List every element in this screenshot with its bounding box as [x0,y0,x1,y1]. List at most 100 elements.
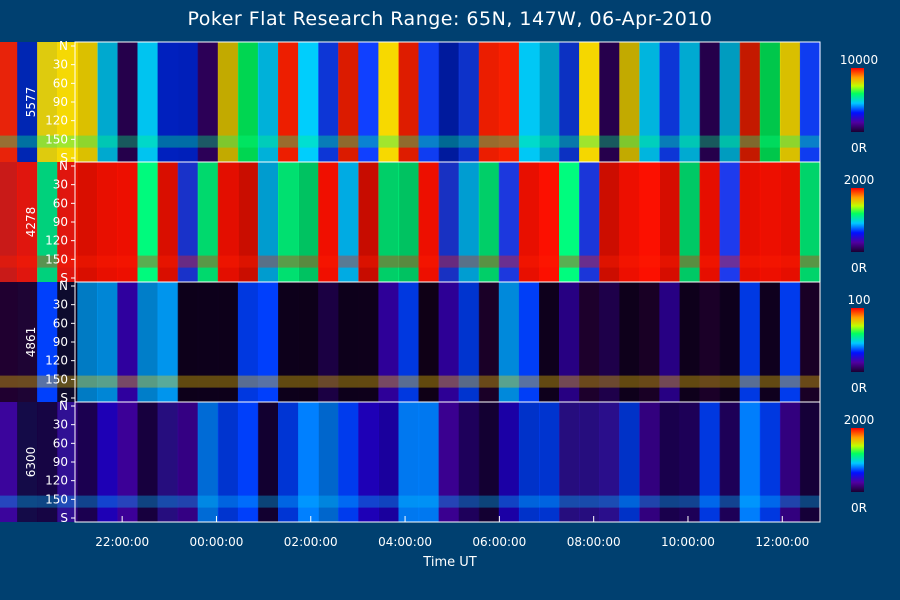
data-stripe [779,162,801,282]
data-stripe [719,162,741,282]
data-stripe [719,42,741,162]
data-stripe [679,402,701,522]
data-band [0,375,820,388]
data-stripe [759,42,781,162]
data-stripe [117,282,139,402]
data-stripe [37,162,58,282]
y-tick-label: N [59,399,68,413]
x-tick-label: 10:00:00 [661,535,715,549]
data-stripe [378,42,400,162]
colorbar [851,68,864,132]
colorbar-max-label: 100 [848,293,871,307]
chart-title: Poker Flat Research Range: 65N, 147W, 06… [187,8,713,30]
data-stripe [378,402,400,522]
data-stripe [398,282,420,402]
data-stripe [318,402,339,522]
data-stripe [378,162,400,282]
data-stripe [0,282,18,402]
data-band [0,255,820,268]
data-stripe [338,42,359,162]
data-stripe [137,162,159,282]
colorbar [851,428,864,492]
data-stripe [358,42,379,162]
data-stripe [498,162,520,282]
y-tick-label: 120 [45,234,68,248]
data-stripe [458,282,480,402]
data-stripe [0,42,18,162]
data-stripe [217,162,239,282]
data-stripe [799,282,821,402]
data-stripe [759,282,781,402]
data-stripe [699,162,721,282]
data-stripe [257,282,279,402]
data-stripe [539,42,560,162]
y-tick-label: 90 [53,95,68,109]
data-stripe [217,402,239,522]
panel-label: 4278 [24,207,38,238]
data-stripe [619,282,640,402]
data-stripe [298,282,319,402]
y-tick-label: N [59,279,68,293]
data-stripe [539,402,560,522]
data-stripe [539,282,560,402]
colorbar [851,188,864,252]
data-stripe [559,282,580,402]
data-stripe [478,402,500,522]
data-band [0,135,820,148]
data-stripe [217,282,239,402]
data-stripe [137,402,159,522]
data-stripe [197,282,219,402]
data-stripe [77,402,98,522]
y-tick-label: 30 [53,298,68,312]
y-tick-label: 120 [45,474,68,488]
data-stripe [197,402,219,522]
data-stripe [498,42,520,162]
data-stripe [739,162,761,282]
data-stripe [699,42,721,162]
data-stripe [579,402,600,522]
data-stripe [458,402,480,522]
data-stripe [0,402,18,522]
data-stripe [57,162,78,282]
data-stripe [278,402,299,522]
data-stripe [739,42,761,162]
data-stripe [579,42,600,162]
data-stripe [619,42,640,162]
data-stripe [518,162,540,282]
y-tick-label: 30 [53,58,68,72]
data-stripe [57,42,78,162]
data-stripe [659,402,681,522]
data-stripe [0,162,18,282]
data-stripe [338,282,359,402]
data-stripe [759,402,781,522]
data-stripe [559,42,580,162]
data-stripe [518,42,540,162]
data-stripe [77,42,98,162]
data-stripe [97,42,119,162]
y-tick-label: S [60,271,68,285]
colorbar [851,308,864,372]
data-stripe [659,282,681,402]
data-stripe [418,162,440,282]
data-stripe [639,402,660,522]
data-stripe [358,162,379,282]
y-tick-label: N [59,39,68,53]
colorbar-min-label: 0R [851,381,867,395]
data-stripe [358,282,379,402]
data-stripe [197,42,219,162]
data-stripe [17,282,38,402]
data-stripe [719,282,741,402]
data-stripe [278,162,299,282]
data-stripe [318,42,339,162]
data-stripe [679,162,701,282]
data-stripe [177,162,199,282]
x-axis-label: Time UT [423,555,477,570]
y-tick-label: 150 [45,252,68,266]
y-tick-label: 60 [53,436,68,450]
data-stripe [237,282,259,402]
data-stripe [599,162,620,282]
data-stripe [478,42,500,162]
data-stripe [97,162,119,282]
data-stripe [478,282,500,402]
